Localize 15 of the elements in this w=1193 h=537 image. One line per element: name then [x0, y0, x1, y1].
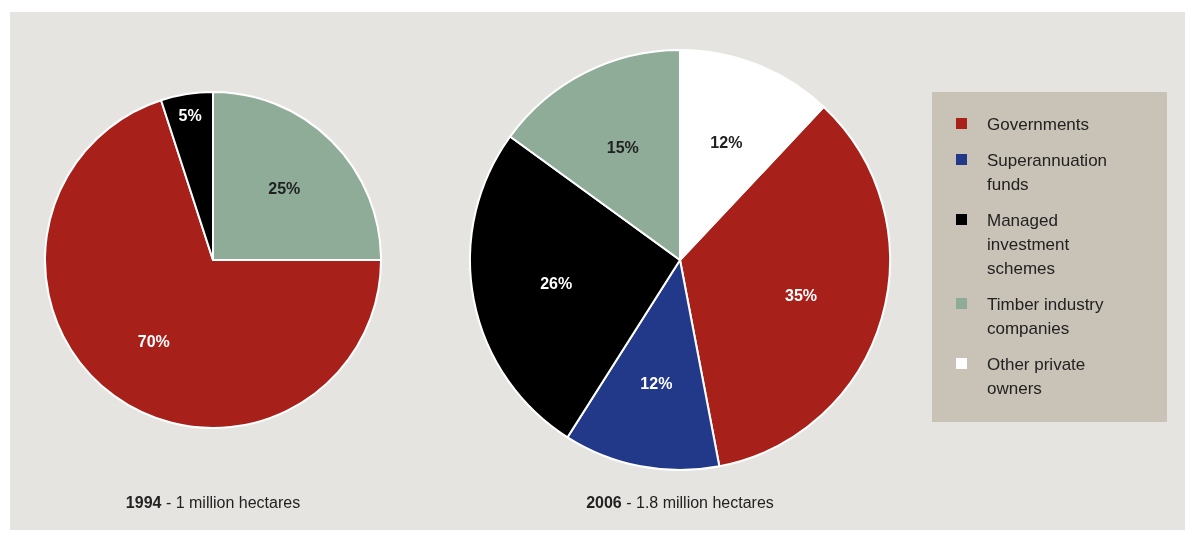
- data-label: 26%: [540, 275, 573, 293]
- data-label: 12%: [640, 375, 673, 393]
- legend-label: Managed investment schemes: [987, 210, 1070, 278]
- text: 1994 - 1 million hectares: [125, 494, 301, 511]
- data-label: 5%: [178, 107, 202, 125]
- data-label: 15%: [606, 139, 639, 157]
- text: 2006 - 1.8 million hectares: [586, 494, 774, 511]
- legend-label: Other private owners: [987, 354, 1086, 398]
- legend-label: Governments: [987, 114, 1090, 134]
- data-label: 70%: [137, 333, 170, 351]
- data-label: 12%: [710, 134, 743, 152]
- legend-label: Timber industry companies: [987, 294, 1105, 338]
- data-label: 25%: [268, 180, 301, 198]
- legend-label: Superannuation funds: [987, 150, 1108, 194]
- data-label: 35%: [784, 286, 818, 304]
